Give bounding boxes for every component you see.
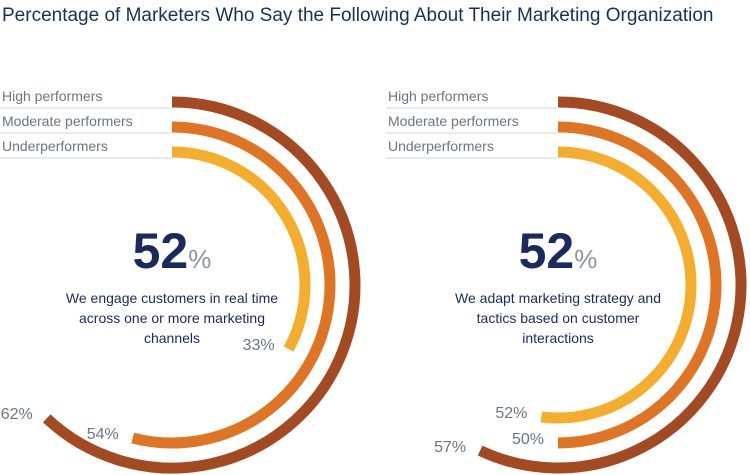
stat-description: We engage customers in real time across … (65, 290, 279, 346)
legend-label: Underperformers (2, 138, 108, 154)
headline-stat: 52% (448, 222, 668, 280)
legend-label: High performers (388, 88, 489, 104)
value-label: 50% (512, 431, 545, 448)
arc-underperformers (540, 146, 697, 424)
legend-label: Moderate performers (388, 113, 519, 129)
headline-stat: 52% (62, 222, 282, 280)
arc-high-performers (477, 96, 747, 474)
headline-unit: % (188, 244, 212, 274)
stat-description: We adapt marketing strategy and tactics … (455, 290, 661, 346)
arc-high-performers (42, 96, 361, 474)
arc-underperformers (171, 146, 311, 352)
chart-title: Percentage of Marketers Who Say the Foll… (2, 5, 714, 26)
value-label: 62% (0, 406, 33, 424)
legend-label: Underperformers (388, 138, 494, 154)
legend-label: High performers (2, 88, 103, 104)
value-label: 54% (86, 426, 119, 444)
value-label: 33% (242, 337, 275, 355)
headline-value: 52 (518, 223, 575, 279)
legend-label: Moderate performers (2, 113, 133, 129)
arc-moderate-performers (557, 121, 722, 449)
value-label: 57% (434, 438, 467, 456)
arc-moderate-performers (131, 121, 336, 449)
headline-unit: % (574, 244, 598, 274)
value-label: 52% (495, 404, 528, 422)
headline-value: 52 (132, 223, 189, 279)
